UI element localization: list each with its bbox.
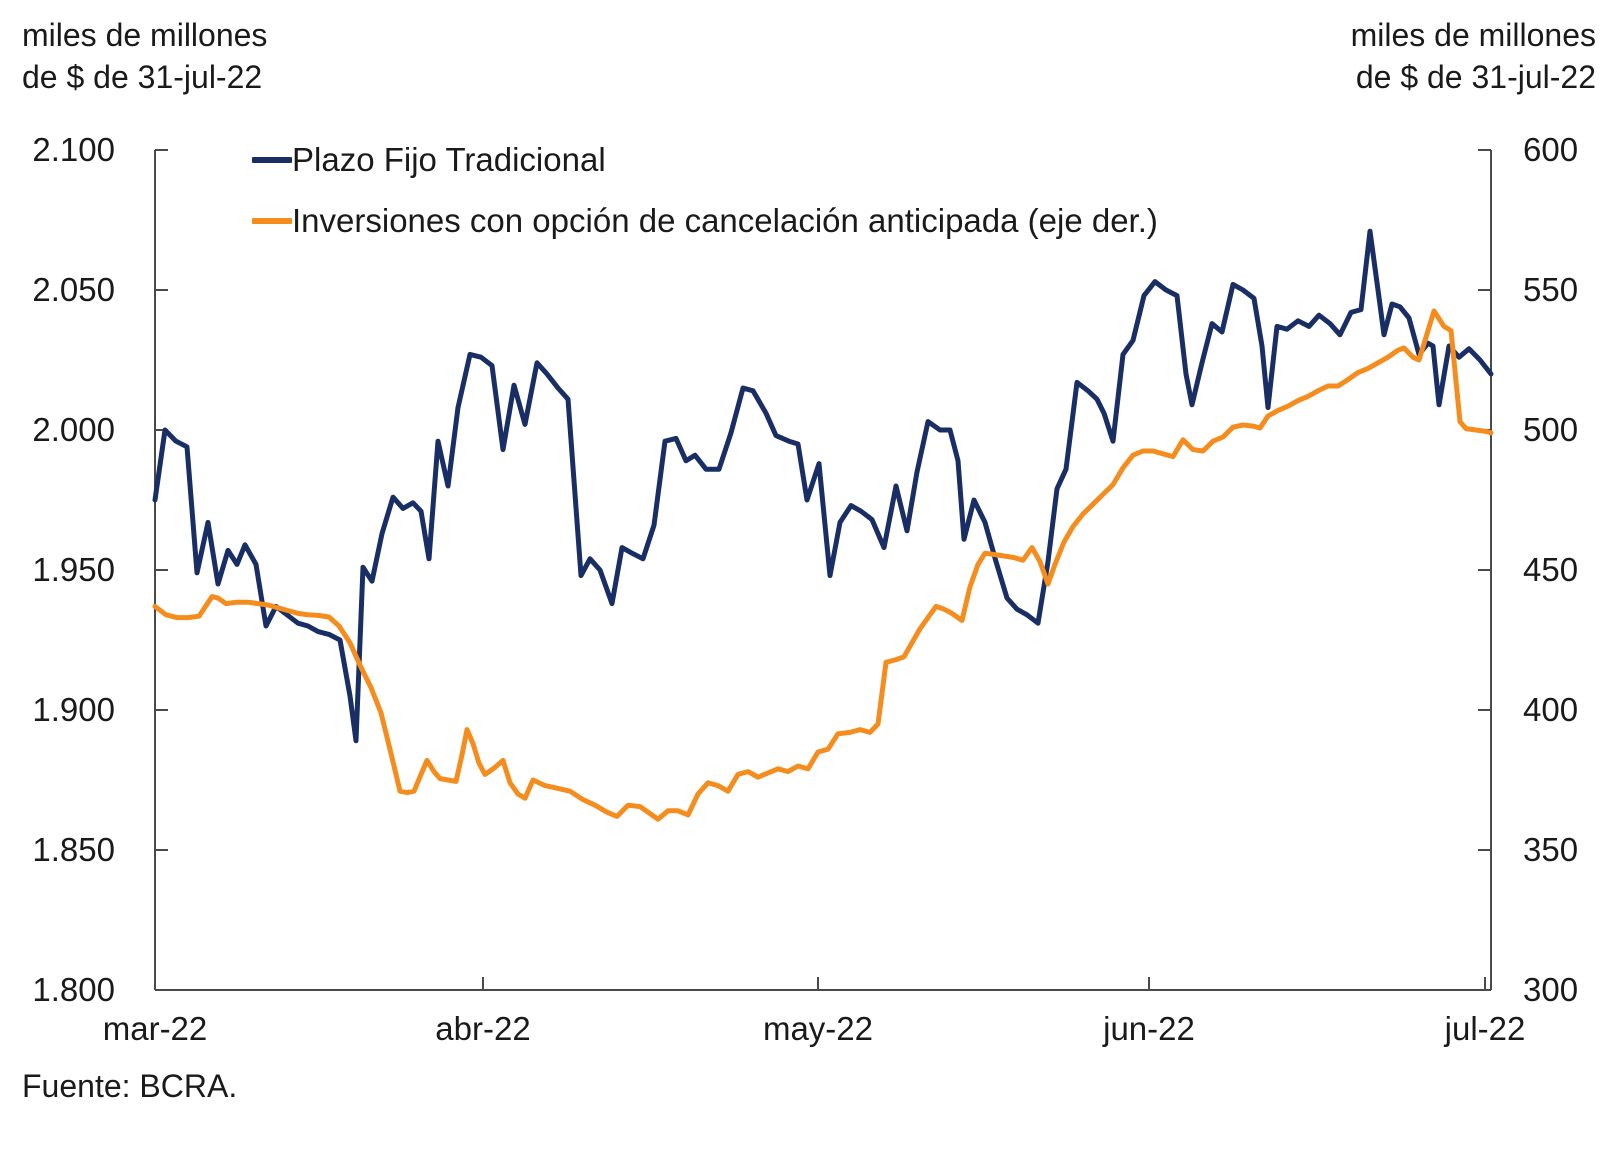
legend-item-inversiones: Inversiones con opción de cancelación an… — [252, 199, 1158, 243]
legend: Plazo Fijo Tradicional Inversiones con o… — [252, 138, 1158, 243]
right-axis-tick-label: 350 — [1523, 831, 1578, 868]
x-axis-tick-label: abr-22 — [435, 1010, 530, 1047]
left-axis-tick-label: 2.000 — [32, 411, 115, 448]
left-axis-tick-label: 2.100 — [32, 131, 115, 168]
right-axis-tick-label: 300 — [1523, 971, 1578, 1008]
left-axis-tick-label: 1.850 — [32, 831, 115, 868]
x-axis-tick-label: jul-22 — [1444, 1010, 1526, 1047]
left-axis-unit-line2: de $ de 31-jul-22 — [22, 59, 263, 95]
x-axis-tick-label: may-22 — [763, 1010, 873, 1047]
legend-line-swatch-orange — [252, 218, 292, 224]
x-axis-tick-label: mar-22 — [103, 1010, 208, 1047]
left-axis-tick-label: 1.800 — [32, 971, 115, 1008]
series-line-inversiones — [152, 308, 1494, 822]
legend-line-swatch-navy — [252, 157, 292, 163]
left-axis-unit-line1: miles de millones — [22, 17, 268, 53]
right-axis-tick-label: 500 — [1523, 411, 1578, 448]
legend-label-plazo-fijo: Plazo Fijo Tradicional — [292, 141, 606, 178]
series-line-plazo-fijo — [152, 228, 1494, 744]
left-axis-tick-label: 1.900 — [32, 691, 115, 728]
left-axis-unit-label: miles de millones de $ de 31-jul-22 — [22, 14, 267, 98]
right-axis-unit-line2: de $ de 31-jul-22 — [1355, 59, 1596, 95]
right-axis-tick-label: 450 — [1523, 551, 1578, 588]
right-axis-unit-line1: miles de millones — [1350, 17, 1596, 53]
right-axis-tick-label: 600 — [1523, 131, 1578, 168]
right-axis-tick-label: 550 — [1523, 271, 1578, 308]
legend-label-inversiones: Inversiones con opción de cancelación an… — [292, 202, 1158, 239]
left-axis-tick-label: 1.950 — [32, 551, 115, 588]
right-axis-tick-label: 400 — [1523, 691, 1578, 728]
x-axis-tick-label: jun-22 — [1102, 1010, 1195, 1047]
right-axis-unit-label: miles de millones de $ de 31-jul-22 — [1351, 14, 1596, 98]
source-note: Fuente: BCRA. — [22, 1068, 238, 1104]
left-axis-tick-label: 2.050 — [32, 271, 115, 308]
legend-item-plazo-fijo: Plazo Fijo Tradicional — [252, 138, 1158, 182]
